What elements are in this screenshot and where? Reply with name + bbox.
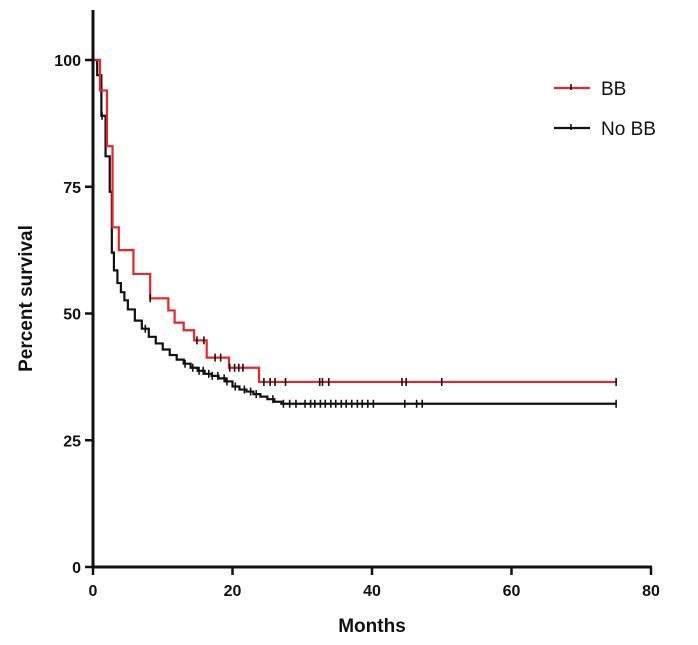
y-axis-ticks: 0 25 50 75 100	[54, 53, 93, 577]
series-line-no-bb	[93, 58, 617, 405]
series-bb	[93, 58, 617, 386]
y-tick-label: 100	[54, 53, 81, 70]
y-tick-label: 0	[72, 560, 81, 577]
legend-label-bb: BB	[601, 79, 626, 100]
x-tick-label: 0	[89, 583, 98, 600]
x-tick-label: 60	[503, 583, 521, 600]
x-axis-title: Months	[338, 616, 406, 637]
y-tick-label: 75	[63, 180, 81, 197]
legend-item-no-bb: No BB	[554, 119, 656, 140]
plot-area	[93, 58, 617, 408]
y-tick-label: 25	[63, 433, 81, 450]
legend: BB No BB	[554, 79, 656, 140]
series-line-bb	[93, 58, 617, 384]
y-axis-title: Percent survival	[16, 225, 37, 372]
series-no-bb	[93, 58, 617, 408]
y-tick-label: 50	[63, 307, 81, 324]
x-tick-label: 80	[642, 583, 660, 600]
x-axis-ticks: 0 20 40 60 80	[89, 567, 660, 600]
legend-label-no-bb: No BB	[601, 119, 656, 140]
x-tick-label: 40	[363, 583, 381, 600]
legend-item-bb: BB	[554, 79, 626, 100]
x-tick-label: 20	[224, 583, 242, 600]
